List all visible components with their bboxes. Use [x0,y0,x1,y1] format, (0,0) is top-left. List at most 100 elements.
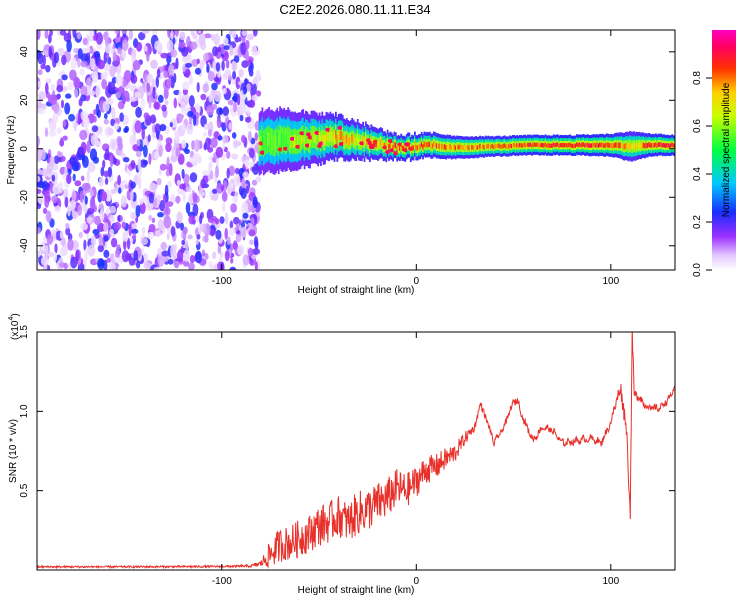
noise-blob [222,135,229,144]
noise-blob [217,46,222,53]
noise-blob [111,106,116,119]
noise-blob [199,59,205,70]
noise-blob [206,64,210,73]
noise-blob [253,236,259,248]
noise-blob [93,115,97,123]
noise-blob [133,250,139,261]
ridge-cell [335,129,337,140]
noise-blob [43,50,51,56]
noise-blob [82,155,89,168]
noise-blob [45,78,52,84]
ridge-cell [544,142,547,147]
ridge-cell [325,130,328,142]
noise-blob [46,162,54,174]
noise-blob [210,137,218,148]
noise-blob [213,90,222,102]
noise-blob [249,239,254,245]
ridge-cell [567,143,570,148]
noise-blob [57,150,61,158]
noise-blob [49,30,53,37]
ridge-cell [492,145,495,150]
ridge-cell [401,145,404,151]
noise-blob [39,243,47,255]
noise-blob [83,239,87,251]
spectrogram-y-tick-label: 0 [19,146,30,152]
ridge-cell [576,142,578,147]
ridge-cell [593,142,596,148]
noise-blob [196,234,201,240]
noise-blob [37,107,45,115]
noise-blob [213,76,220,83]
ridge-cell [419,144,422,150]
noise-blob [255,176,262,183]
noise-blob [146,49,150,62]
noise-blob [226,236,231,246]
noise-blob [194,67,202,75]
ridge-cell [601,142,604,148]
noise-blob [134,120,142,134]
ridge-cell [522,142,525,148]
noise-blob [37,227,41,234]
noise-blob [87,244,96,257]
ridge-cell [517,143,520,149]
ridge-cell [657,142,660,147]
noise-blob [233,140,242,147]
ridge-cell [320,135,322,147]
noise-blob [150,114,156,124]
ridge-cell [344,136,347,145]
noise-blob [100,191,108,202]
noise-blob [69,156,78,166]
noise-blob [86,140,91,154]
ridge-cell [283,132,286,146]
ridge-cell [566,143,569,148]
noise-blob [192,192,198,203]
ridge-cell [499,144,502,149]
ridge-cell [490,144,492,149]
noise-blob [181,123,186,131]
ridge-cell [663,142,665,148]
noise-blob [68,113,76,122]
noise-blob [157,248,162,256]
noise-blob [164,184,169,197]
noise-blob [143,112,150,119]
noise-blob [208,161,214,169]
noise-blob [79,190,84,204]
ridge-cell [302,131,305,143]
ridge-cell [668,143,671,148]
ridge-cell [525,143,528,148]
noise-blob [56,84,64,93]
ridge-cell [333,134,336,144]
ridge-cell [535,142,537,147]
noise-blob [88,45,94,54]
ridge-cell [540,142,543,148]
noise-blob [200,178,206,189]
noise-blob [245,49,249,62]
ridge-cell [505,144,507,149]
noise-blob [95,32,103,45]
ridge-cell [644,143,646,149]
noise-blob [185,186,192,193]
ridge-cell [414,141,416,147]
noise-blob [176,179,181,186]
colorbar-tick-label: 0.2 [692,215,703,229]
noise-blob [203,223,207,235]
ridge-cell [659,142,661,147]
ridge-cell [452,144,454,150]
noise-blob [130,181,136,189]
snr-panel: -100 0 100 0.5 1.0 1.5 Height of straight li… [8,313,676,596]
noise-blob [175,147,181,158]
ridge-cell [604,143,607,148]
noise-blob [153,150,160,160]
noise-blob [89,90,96,96]
noise-blob [120,195,127,208]
ridge-cell [461,145,464,150]
noise-blob [125,96,130,102]
ridge-cell [443,144,446,150]
ridge-cell [446,143,449,149]
ridge-cell [573,143,576,148]
noise-blob [162,193,167,205]
ridge-cell [665,143,668,148]
noise-blob [90,58,96,70]
noise-blob [88,30,95,38]
noise-blob [90,235,97,247]
